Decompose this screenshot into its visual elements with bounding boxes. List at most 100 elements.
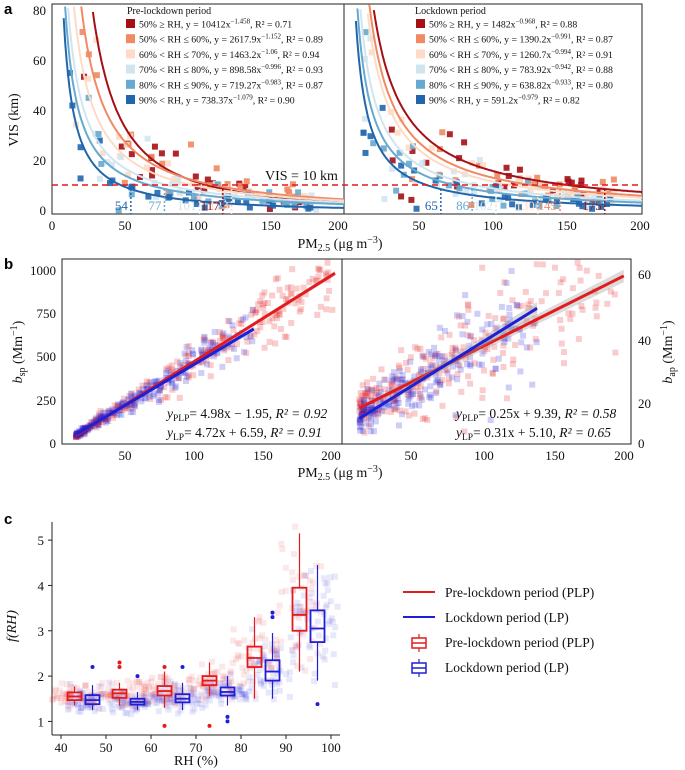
- frh-point: [229, 659, 236, 666]
- frh-point: [265, 658, 272, 665]
- frh-point: [99, 691, 106, 698]
- scatter-point: [202, 337, 209, 344]
- scatter-point: [358, 409, 365, 416]
- scatter-point: [182, 378, 189, 385]
- vis-point: [165, 160, 172, 167]
- scatter-point: [452, 344, 459, 351]
- scatter-point: [439, 402, 446, 409]
- frh-point: [146, 683, 153, 690]
- scatter-point: [458, 348, 465, 355]
- scatter-point: [441, 328, 448, 335]
- scatter-point: [252, 309, 259, 316]
- frh-point: [306, 642, 313, 649]
- frh-point: [134, 683, 141, 690]
- frh-point: [294, 643, 301, 650]
- scatter-point: [124, 396, 131, 403]
- scatter-point: [80, 429, 87, 436]
- vis-point: [226, 195, 233, 202]
- scatter-point: [127, 391, 134, 398]
- scatter-point: [129, 405, 136, 412]
- scatter-point: [503, 280, 510, 287]
- frh-point: [189, 691, 196, 698]
- scatter-point: [436, 370, 443, 377]
- scatter-point: [479, 350, 486, 357]
- panel-b-ytick: 250: [37, 393, 57, 408]
- frh-point: [270, 646, 277, 653]
- scatter-point: [393, 404, 400, 411]
- scatter-point: [114, 404, 121, 411]
- frh-point: [268, 648, 275, 655]
- vis-point: [489, 196, 496, 203]
- frh-point: [138, 700, 145, 707]
- scatter-point: [298, 306, 305, 313]
- scatter-point: [396, 364, 403, 371]
- scatter-point: [365, 423, 372, 430]
- scatter-point: [251, 331, 258, 338]
- frh-point: [332, 573, 339, 580]
- frh-point: [308, 590, 315, 597]
- scatter-point: [533, 261, 540, 268]
- scatter-point: [421, 353, 428, 360]
- frh-point: [278, 589, 285, 596]
- vis-point: [529, 201, 536, 208]
- frh-point: [307, 656, 314, 663]
- scatter-point: [449, 350, 456, 357]
- scatter-point: [368, 402, 375, 409]
- vis-point: [536, 202, 543, 209]
- box-iqr: [246, 645, 263, 668]
- scatter-point: [97, 413, 104, 420]
- scatter-point: [451, 354, 458, 361]
- scatter-point: [116, 410, 123, 417]
- legend-entry: 80% < RH ≤ 90%, y = 638.82x−0.933, R² = …: [429, 78, 613, 91]
- scatter-point: [111, 402, 118, 409]
- frh-point: [82, 703, 89, 710]
- scatter-point: [576, 264, 583, 271]
- frh-point: [283, 670, 290, 677]
- frh-point: [326, 617, 333, 624]
- scatter-point: [364, 415, 371, 422]
- frh-point: [88, 704, 95, 711]
- scatter-point: [481, 348, 488, 355]
- frh-point: [155, 680, 162, 687]
- frh-point: [91, 698, 98, 705]
- scatter-point: [444, 367, 451, 374]
- box-outlier: [90, 665, 95, 670]
- legend-swatch: [126, 79, 135, 89]
- vis-point: [584, 198, 591, 205]
- scatter-point: [394, 375, 401, 382]
- scatter-point: [364, 385, 371, 392]
- scatter-point: [253, 309, 260, 316]
- frh-point: [108, 691, 115, 698]
- frh-point: [314, 618, 321, 625]
- vis-point: [394, 129, 401, 136]
- frh-point: [273, 655, 280, 662]
- scatter-point: [111, 411, 118, 418]
- scatter-point: [144, 385, 151, 392]
- scatter-point: [261, 299, 268, 306]
- scatter-point: [397, 376, 404, 383]
- scatter-point: [284, 284, 291, 291]
- panel-a-ytick: 0: [40, 203, 47, 218]
- vis-point: [116, 134, 123, 141]
- scatter-point: [374, 411, 381, 418]
- scatter-point: [117, 401, 124, 408]
- frh-point: [259, 632, 266, 639]
- frh-point: [282, 587, 289, 594]
- scatter-point: [266, 338, 273, 345]
- vis-point: [396, 149, 403, 156]
- vis-point: [488, 187, 495, 194]
- scatter-point: [409, 391, 416, 398]
- frh-point: [210, 688, 217, 695]
- frh-point: [212, 683, 219, 690]
- frh-point: [262, 636, 269, 643]
- scatter-point: [427, 395, 434, 402]
- scatter-point: [99, 419, 106, 426]
- scatter-point: [364, 388, 371, 395]
- legend-label: Pre-lockdown period (PLP): [445, 585, 594, 600]
- panel-a-yticks: 0 20 40 60 80: [33, 3, 46, 218]
- vis-point: [446, 131, 453, 138]
- scatter-point: [149, 382, 156, 389]
- frh-point: [266, 660, 273, 667]
- panel-a-letter: a: [4, 1, 13, 18]
- scatter-point: [78, 425, 85, 432]
